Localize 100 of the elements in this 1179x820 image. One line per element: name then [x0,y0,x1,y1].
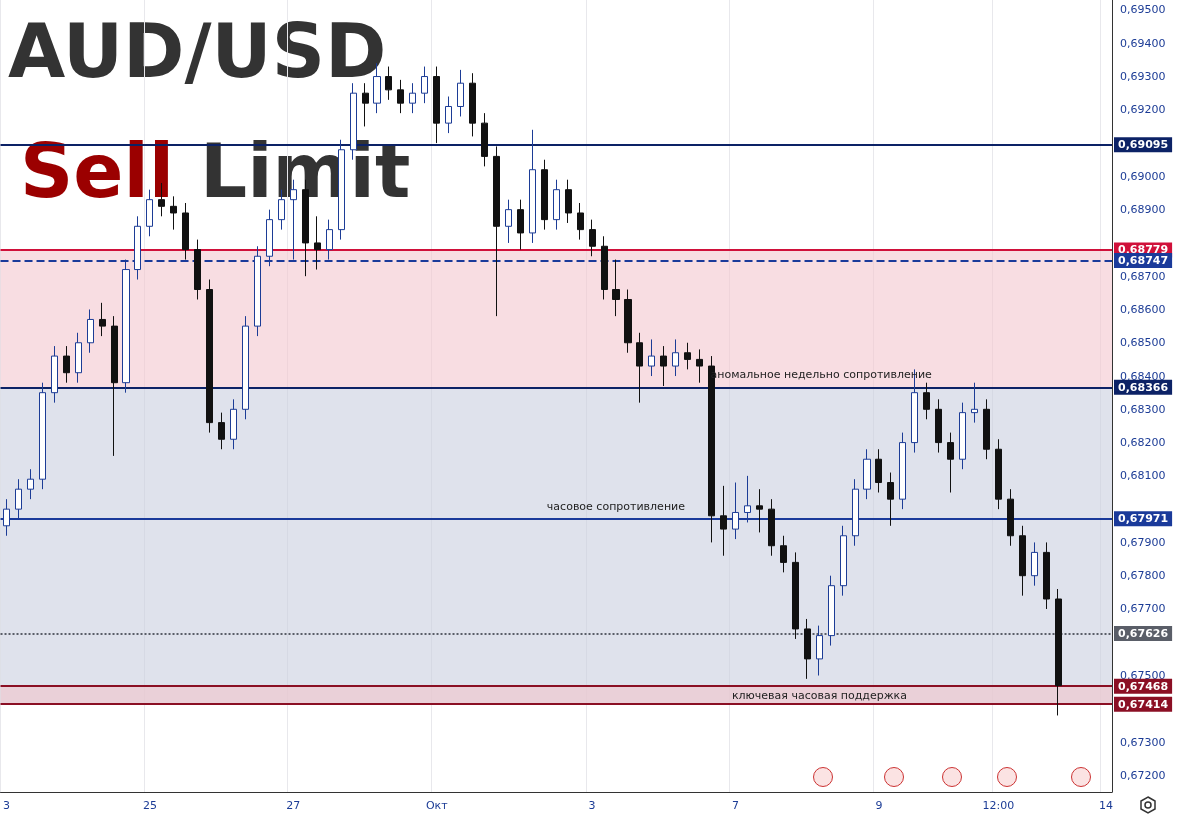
x-tick-label: 14 [1099,799,1114,812]
candlestick [923,382,930,420]
candlestick [768,498,775,557]
chart-title: AUD/USD [8,8,387,94]
ref-line-label: 0,69095 [1118,138,1169,152]
candlestick [397,79,404,114]
y-tick-label: 0,68200 [1120,436,1166,450]
y-tick-label: 0,69500 [1120,3,1166,17]
candlestick [804,618,811,680]
ref-line-label: 0,68747 [1118,254,1169,268]
candlestick [601,235,608,300]
candlestick [971,382,978,424]
ref-line-label: 0,68366 [1118,380,1169,394]
candlestick [863,448,871,500]
candlestick [51,345,58,404]
candlestick [75,332,82,384]
candlestick [1043,541,1050,610]
candlestick [696,348,703,384]
candlestick [445,96,452,134]
candlestick [983,398,990,460]
candlestick [182,202,189,261]
candlestick [1055,588,1062,716]
y-tick-label: 0,68500 [1120,336,1166,350]
y-tick-label: 0,68700 [1120,269,1166,283]
candlestick [792,551,799,640]
band-label: ключевая часовая поддержка [731,688,907,702]
candlestick [385,66,392,101]
candlestick [1019,525,1026,597]
x-tick-label: 9 [875,799,883,812]
y-tick-label: 0,67800 [1120,569,1166,583]
candlestick [63,345,70,384]
candlestick [1031,541,1038,587]
candlestick [457,69,464,117]
x-tick-label: Окт [425,799,449,812]
candlestick [589,219,596,257]
candlestick [780,535,787,573]
candlestick [230,398,237,450]
y-tick-label: 0,68600 [1120,302,1166,316]
candlestick [720,485,727,557]
candlestick [624,289,632,354]
candlestick [828,575,835,647]
candlestick [756,488,763,533]
ref-line-label: 0,67626 [1118,627,1169,641]
y-tick-label: 0,69200 [1120,103,1166,117]
ref-line-label: 0,67971 [1118,512,1169,526]
x-tick-label: 3 [3,799,10,812]
x-tick-label: 12:00 [982,799,1015,812]
candlestick [577,202,584,241]
candlestick [481,112,488,167]
candlestick [87,308,94,354]
candlestick [553,179,560,231]
candlestick [875,448,882,493]
candlestick [660,345,667,387]
candlestick [27,468,34,500]
y-tick-label: 0,69300 [1120,70,1166,84]
candlestick [505,199,512,244]
candlestick [469,72,476,137]
candlestick [684,342,691,370]
candlestick [194,239,201,300]
candlestick [314,215,321,271]
candlestick [433,66,440,144]
candlestick [565,179,572,224]
x-tick-label: 25 [142,799,157,812]
y-tick-label: 0,67300 [1120,735,1166,749]
candlestick [170,195,177,231]
candlestick [421,66,428,104]
candlestick [362,82,369,127]
candlestick [529,129,536,244]
candlestick [39,382,46,490]
y-tick-label: 0,67900 [1120,535,1166,549]
candlestick [672,338,679,377]
candlestick [242,315,249,420]
y-tick-label: 0,67200 [1120,768,1166,782]
candlestick [816,625,823,677]
candlestick [493,145,500,317]
ref-line-label: 0,67414 [1118,697,1169,711]
y-tick-label: 0,69400 [1120,36,1166,50]
candlestick [636,332,643,404]
candlestick [218,412,225,450]
candlestick [899,432,906,510]
y-tick-label: 0,68300 [1120,402,1166,416]
y-tick-label: 0,67700 [1120,602,1166,616]
y-tick-label: 0,69000 [1120,169,1166,183]
candlestick [959,402,966,470]
y-tick-label: 0,68100 [1120,469,1166,483]
candlestick [99,302,106,337]
x-tick-label: 27 [286,799,301,812]
annotation: часовое сопротивление [546,499,686,513]
ref-line-label: 0,68779 [1118,243,1169,257]
candlestick [840,525,847,597]
candlestick [111,315,118,457]
candlestick [935,398,942,454]
candlestick [1007,488,1014,547]
candlestick [648,338,655,377]
candlestick [887,472,894,527]
x-tick-label: 7 [732,799,740,812]
candlestick [517,199,524,251]
candlestick [541,159,548,231]
candlestick [409,82,416,114]
candlestick [612,259,620,317]
